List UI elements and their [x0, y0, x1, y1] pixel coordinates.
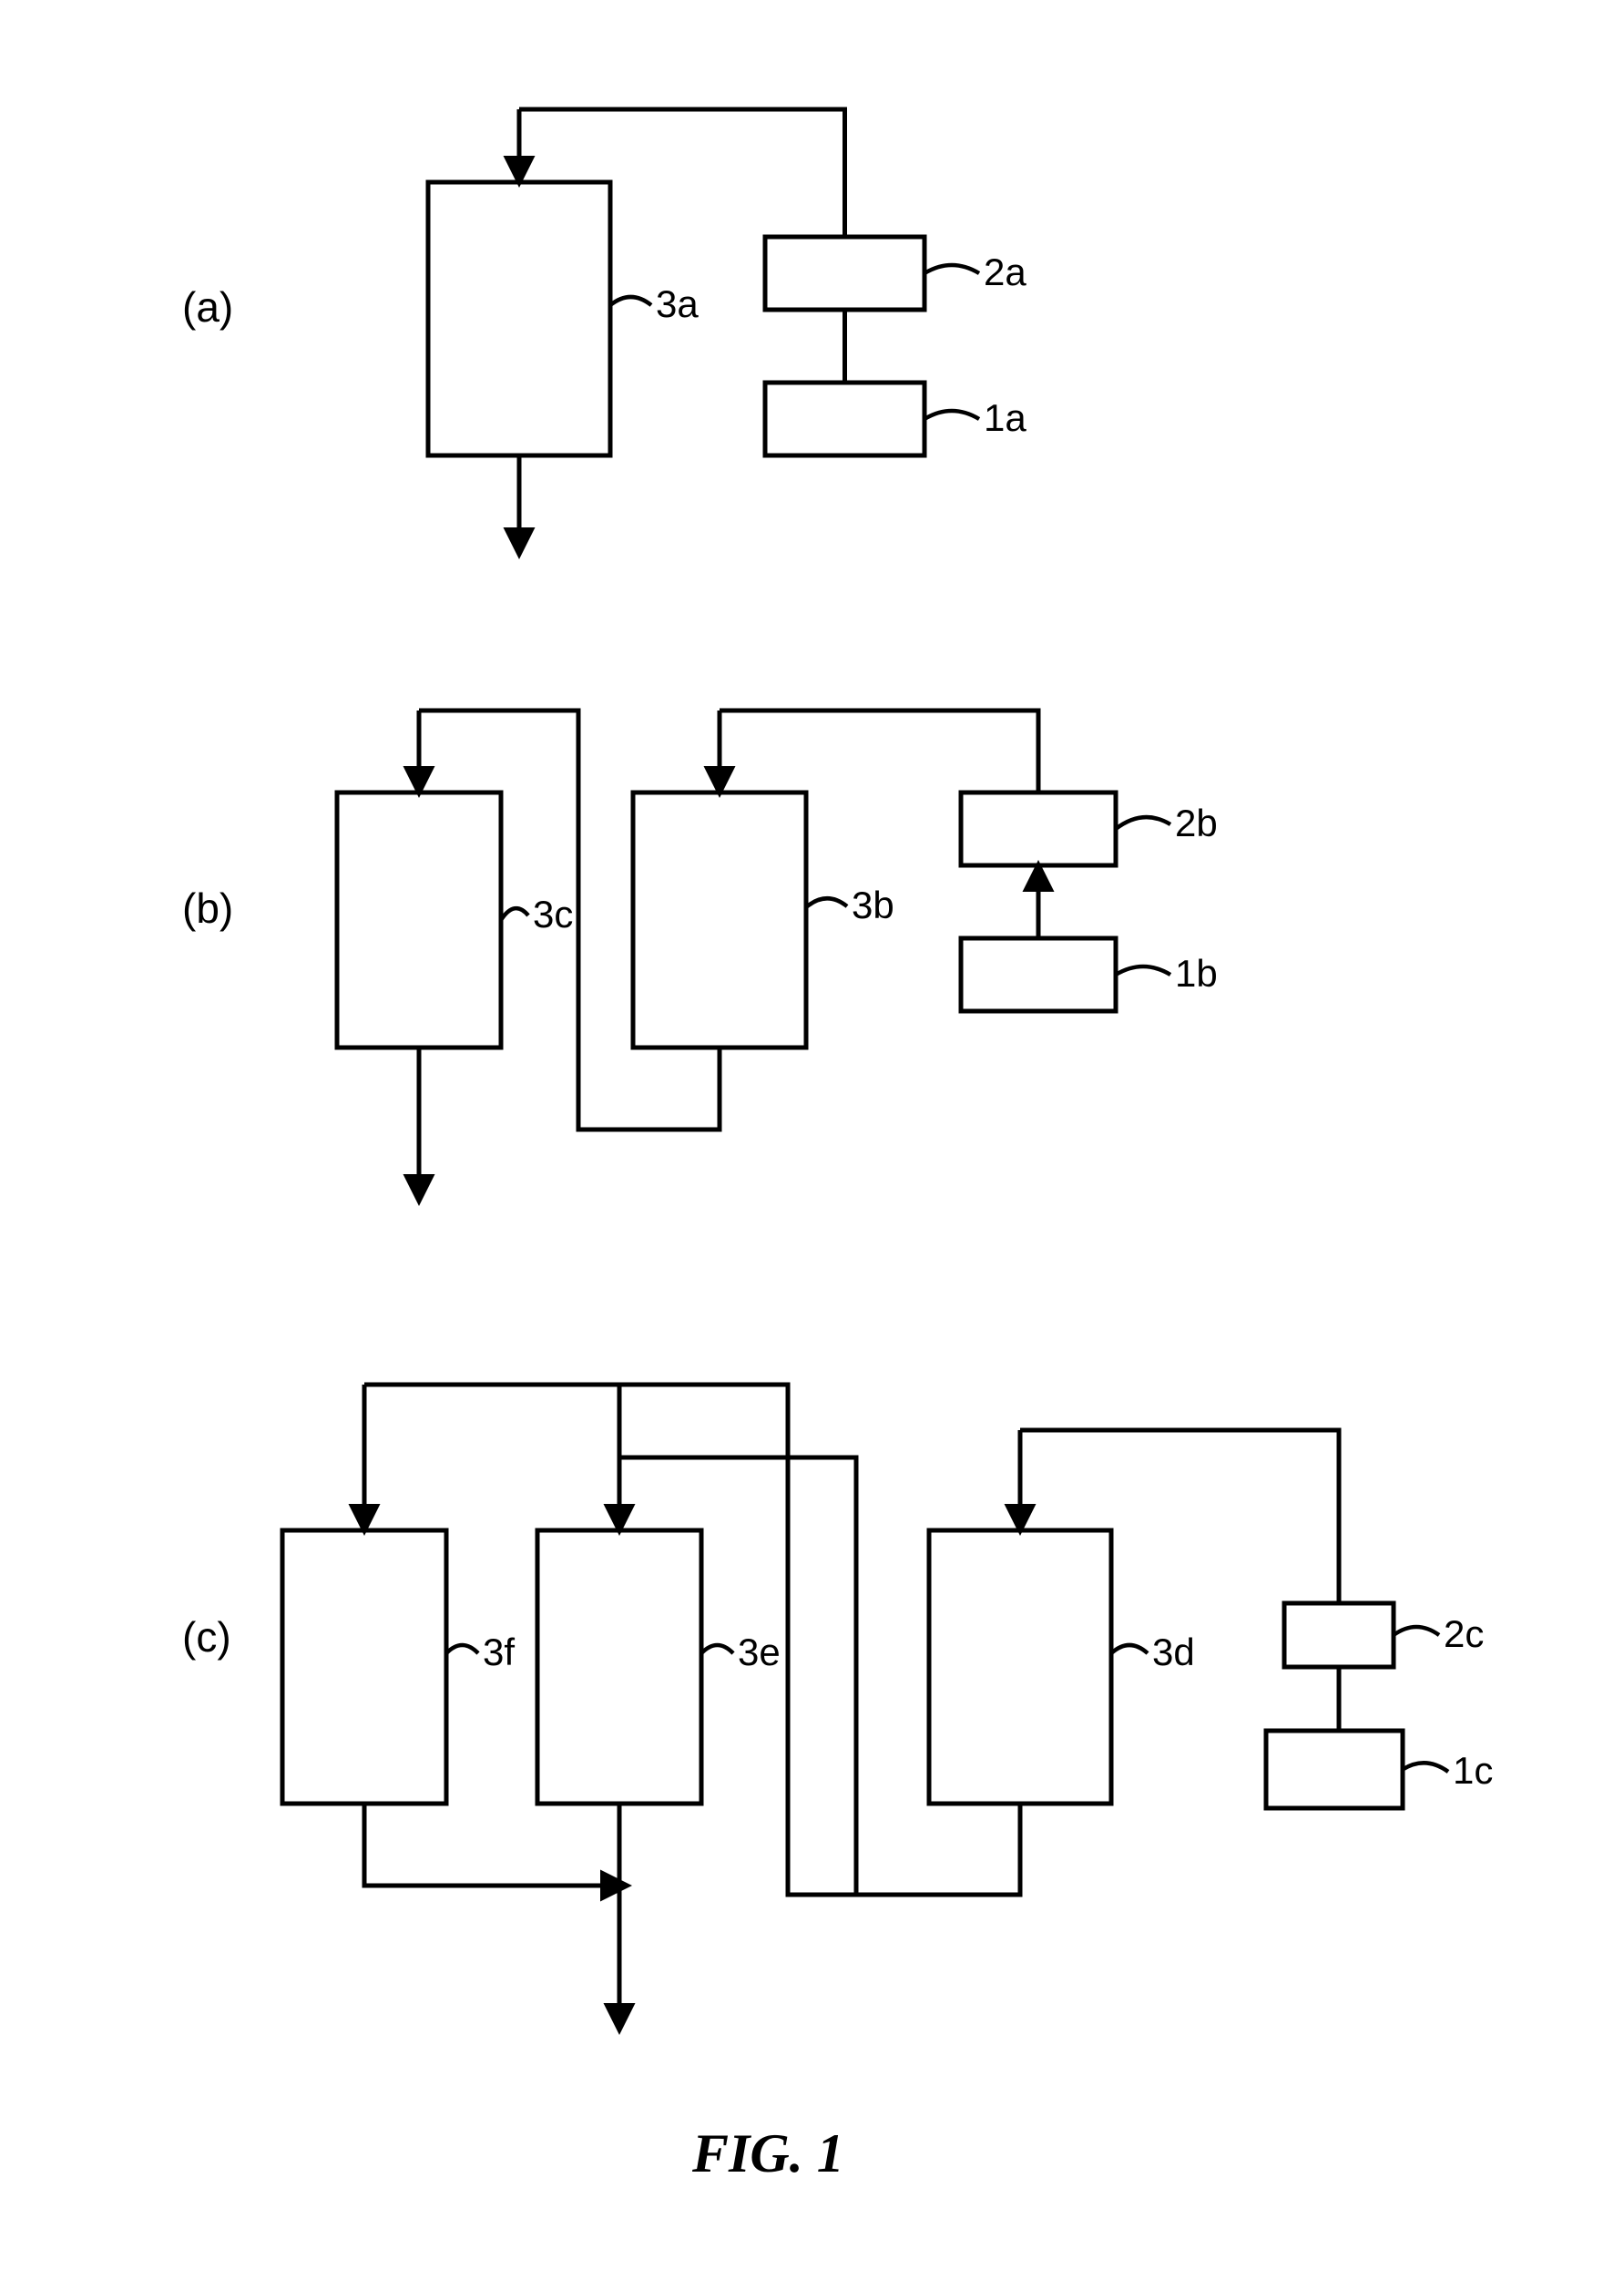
label-1b: 1b — [1175, 952, 1218, 996]
label-3b: 3b — [852, 884, 894, 927]
panel-a-label: (a) — [182, 282, 233, 332]
label-3d: 3d — [1152, 1631, 1195, 1674]
label-3e: 3e — [738, 1631, 781, 1674]
label-3a: 3a — [656, 282, 699, 326]
label-2b: 2b — [1175, 802, 1218, 845]
figure-title: FIG. 1 — [692, 2122, 844, 2185]
label-3f: 3f — [483, 1631, 515, 1674]
label-1a: 1a — [984, 396, 1026, 440]
label-2c: 2c — [1444, 1612, 1484, 1656]
label-2a: 2a — [984, 250, 1026, 294]
panel-c-label: (c) — [182, 1612, 231, 1661]
panel-b-label: (b) — [182, 884, 233, 933]
label-3c: 3c — [533, 893, 573, 936]
figure-diagram — [0, 0, 1624, 2280]
label-1c: 1c — [1453, 1749, 1493, 1793]
